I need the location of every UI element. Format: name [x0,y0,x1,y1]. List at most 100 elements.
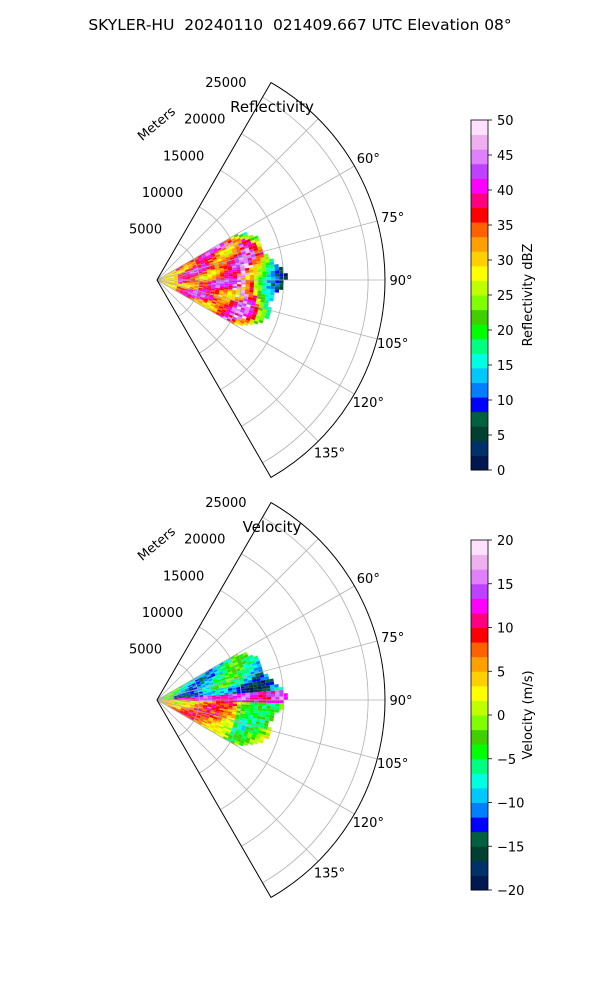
colorbar-segment [471,324,488,340]
colorbar-segment [471,612,488,628]
colorbar: −20 −15 −10 −5 0 5 10 15 20 Velocity (m/s) [470,534,536,899]
colorbar-segment [471,163,488,179]
colorbar-segment [471,569,488,585]
colorbar-segment [471,397,488,413]
colorbar-segment [471,729,488,745]
azimuth-spoke [156,279,355,395]
azimuth-spoke [156,585,355,701]
colorbar-segment [471,598,488,614]
colorbar-segment [471,149,488,165]
colorbar-tick-label: 25 [497,289,514,304]
colorbar-segment [471,846,488,862]
azimuth-tick-label: 135° [314,447,345,462]
colorbar-label: Reflectivity dBZ [521,244,536,347]
colorbar-segment [471,860,488,876]
colorbar-tick-label: 50 [497,114,514,129]
colorbar-segment [471,295,488,311]
colorbar-tick-label: 20 [497,324,514,339]
range-tick-label: 20000 [184,533,225,548]
colorbar-segment [471,178,488,194]
azimuth-tick-label: 60° [357,572,380,587]
colorbar-segment [471,817,488,833]
azimuth-spoke [156,279,319,442]
colorbar-tick-label: 15 [497,359,514,374]
colorbar-segment [471,280,488,296]
colorbar-segment [471,251,488,267]
colorbar-segment [471,120,488,136]
colorbar-segment [471,367,488,383]
panel-title: Velocity [243,518,302,536]
colorbar-tick-label: 10 [497,622,514,637]
colorbar-segment [471,773,488,789]
azimuth-spoke [156,699,355,815]
colorbar-segment [471,353,488,369]
range-tick-label: 15000 [163,569,204,584]
colorbar-segment [471,627,488,643]
colorbar-tick-label: 0 [497,464,505,479]
colorbar-segment [471,309,488,325]
polar-grid [156,516,385,884]
range-tick-label: 10000 [142,606,183,621]
colorbar-tick-label: 15 [497,578,514,593]
azimuth-spoke [156,699,378,760]
azimuth-spoke [156,118,319,281]
colorbar-segment [471,411,488,427]
range-axis-label: Meters [135,524,179,564]
colorbar-segment [471,455,488,471]
colorbar-segment [471,787,488,803]
sector-frame [156,501,386,899]
colorbar-tick-label: 35 [497,219,514,234]
colorbar-segment [471,236,488,252]
colorbar-segment [471,685,488,701]
sector-frame [156,81,386,479]
colorbar-segment [471,265,488,281]
colorbar-tick-label: 20 [497,534,514,549]
azimuth-spoke [156,640,378,701]
colorbar-segment [471,671,488,687]
azimuth-tick-label: 75° [381,211,404,226]
colorbar-tick-label: −20 [497,884,524,899]
colorbar-segment [471,222,488,238]
colorbar-segment [471,656,488,672]
azimuth-spoke [156,279,378,340]
colorbar-segment [471,554,488,570]
radar-data-field [157,651,288,747]
colorbar-tick-label: 5 [497,429,505,444]
colorbar-tick-label: 45 [497,149,514,164]
colorbar-label: Velocity (m/s) [521,670,536,759]
colorbar-segment [471,744,488,760]
colorbar-segment [471,134,488,150]
colorbar-segment [471,831,488,847]
colorbar-tick-label: −5 [497,753,516,768]
colorbar-segment [471,338,488,354]
azimuth-tick-label: 120° [353,396,384,411]
colorbar-tick-label: 5 [497,665,505,680]
radar-panel-velocity: Velocity 5000 10000 15000 20000 25000 Meters 60… [129,496,536,899]
colorbar-tick-label: 40 [497,184,514,199]
azimuth-tick-label: 135° [314,867,345,882]
azimuth-spoke [156,220,378,281]
colorbar-segment [471,540,488,556]
range-tick-label: 5000 [129,222,162,237]
azimuth-tick-label: 120° [353,816,384,831]
range-tick-label: 20000 [184,113,225,128]
colorbar-segment [471,583,488,599]
colorbar-segment [471,802,488,818]
colorbar-segment [471,875,488,891]
colorbar-segment [471,426,488,442]
azimuth-tick-label: 75° [381,631,404,646]
range-tick-label: 15000 [163,149,204,164]
range-axis-label: Meters [135,104,179,144]
figure-title: SKYLER-HU 20240110 021409.667 UTC Elevat… [88,16,512,34]
colorbar: 0 5 10 15 20 25 30 35 40 45 50 Reflectivity dBZ [470,114,536,479]
colorbar-segment [471,715,488,731]
azimuth-tick-label: 90° [389,274,412,289]
azimuth-tick-label: 90° [389,694,412,709]
colorbar-tick-label: −15 [497,840,524,855]
radar-panel-reflectivity: Reflectivity 5000 10000 15000 20000 25000 Mete… [129,76,536,479]
colorbar-segment [471,382,488,398]
colorbar-segment [471,440,488,456]
range-tick-label: 5000 [129,642,162,657]
colorbar-tick-label: 30 [497,254,514,269]
